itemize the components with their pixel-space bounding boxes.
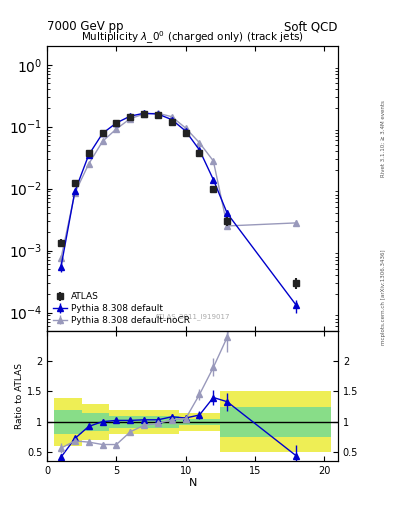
Y-axis label: Ratio to ATLAS: Ratio to ATLAS	[15, 363, 24, 429]
Text: Soft QCD: Soft QCD	[285, 20, 338, 33]
Text: 7000 GeV pp: 7000 GeV pp	[47, 20, 124, 33]
Title: Multiplicity $\lambda\_0^0$ (charged only) (track jets): Multiplicity $\lambda\_0^0$ (charged onl…	[81, 30, 304, 46]
Text: mcplots.cern.ch [arXiv:1306.3436]: mcplots.cern.ch [arXiv:1306.3436]	[381, 249, 386, 345]
Text: ATLAS_2011_I919017: ATLAS_2011_I919017	[155, 313, 230, 320]
Text: Rivet 3.1.10; ≥ 3.4M events: Rivet 3.1.10; ≥ 3.4M events	[381, 100, 386, 177]
Legend: ATLAS, Pythia 8.308 default, Pythia 8.308 default-noCR: ATLAS, Pythia 8.308 default, Pythia 8.30…	[51, 291, 191, 327]
X-axis label: N: N	[188, 478, 197, 488]
